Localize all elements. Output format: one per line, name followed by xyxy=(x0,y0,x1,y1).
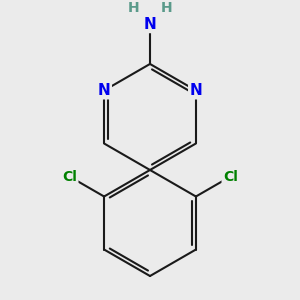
Text: N: N xyxy=(98,83,110,98)
Text: H: H xyxy=(161,1,172,14)
Text: H: H xyxy=(128,1,139,14)
Text: Cl: Cl xyxy=(62,169,77,184)
Text: N: N xyxy=(190,83,202,98)
Text: N: N xyxy=(144,17,156,32)
Text: Cl: Cl xyxy=(223,169,238,184)
